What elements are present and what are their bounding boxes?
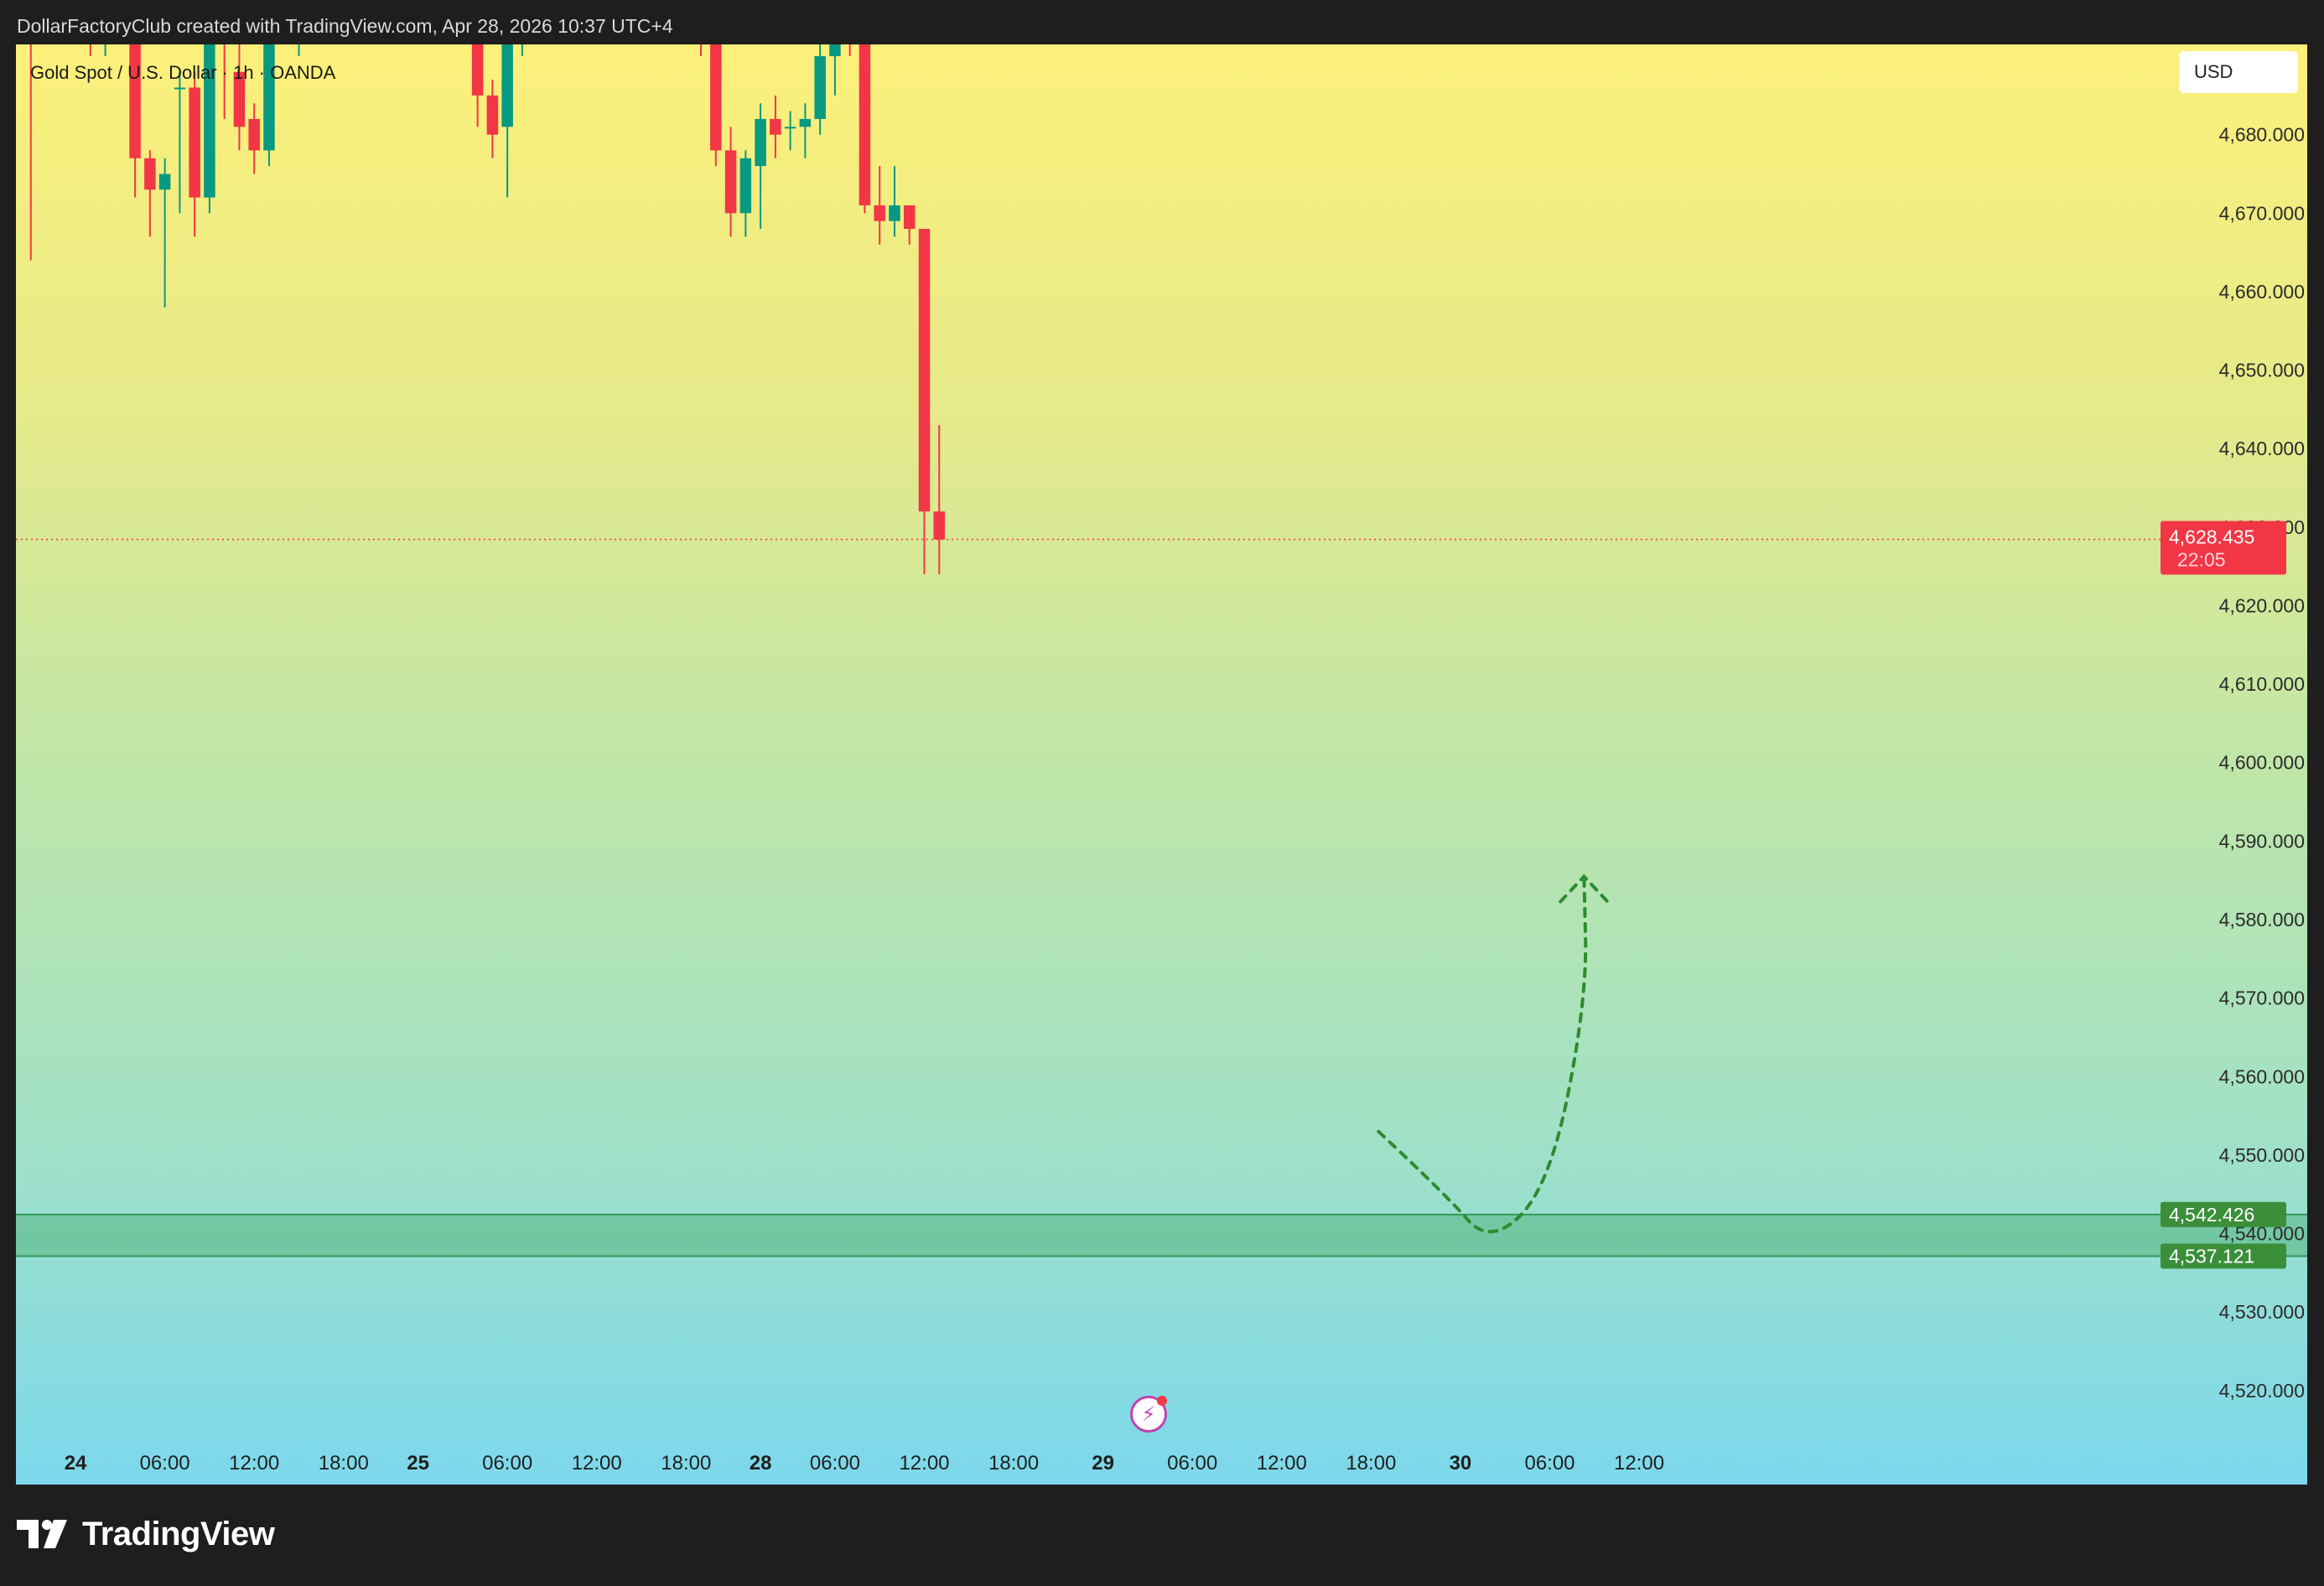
y-axis-tick-label: 4,590.000 [2219, 830, 2305, 852]
x-axis-tick-label: 18:00 [661, 1452, 711, 1475]
candlestick-chart[interactable]: 4,520.0004,530.0004,540.0004,550.0004,56… [16, 44, 2307, 1485]
y-axis-tick-label: 4,550.000 [2219, 1144, 2305, 1166]
projection-path[interactable] [1377, 874, 1588, 1234]
candle-up[interactable] [174, 87, 186, 90]
last-price-tag [2161, 521, 2286, 575]
x-axis-tick-label: 25 [407, 1452, 429, 1475]
candle-up[interactable] [755, 118, 766, 167]
bar-countdown-label: 22:05 [2177, 549, 2226, 571]
x-axis-tick-label: 30 [1450, 1452, 1472, 1475]
candle-down[interactable] [710, 44, 722, 151]
candle-up[interactable] [784, 127, 796, 129]
candle-up[interactable] [263, 44, 275, 151]
candle-down[interactable] [874, 205, 885, 221]
support-zone[interactable] [16, 1214, 2307, 1257]
y-axis-tick-label: 4,640.000 [2219, 438, 2305, 459]
symbol-label: Gold Spot / U.S. Dollar · 1h · OANDA [30, 62, 336, 83]
x-axis-tick-label: 06:00 [1524, 1452, 1574, 1475]
candle-up[interactable] [204, 44, 215, 198]
zone-top-price-label: 4,542.426 [2169, 1204, 2254, 1226]
zone-bottom-price-label: 4,537.121 [2169, 1246, 2254, 1267]
x-axis-tick-label: 06:00 [1167, 1452, 1217, 1475]
x-axis-tick-label: 06:00 [482, 1452, 532, 1475]
candle-down[interactable] [486, 95, 499, 135]
last-price-label: 4,628.435 [2169, 526, 2254, 548]
y-axis-tick-label: 4,680.000 [2219, 124, 2305, 146]
zone-bottom-price-tag [2161, 1243, 2286, 1269]
y-axis-tick-label: 4,580.000 [2219, 909, 2305, 930]
x-axis-tick-label: 12:00 [572, 1452, 622, 1475]
candle-down[interactable] [859, 44, 871, 205]
candle-up[interactable] [829, 44, 841, 57]
x-axis-tick-label: 18:00 [1346, 1452, 1396, 1475]
x-axis-tick-label: 12:00 [899, 1452, 949, 1475]
x-axis-tick-label: 12:00 [1257, 1452, 1307, 1475]
candle-down[interactable] [189, 87, 200, 198]
y-axis-tick-label: 4,520.000 [2219, 1380, 2305, 1402]
x-axis-tick-label: 18:00 [319, 1452, 369, 1475]
candle-down[interactable] [770, 118, 781, 135]
chart-panel[interactable]: 4,520.000 4,530.000 4,540.000 4,550.000 4,56… [16, 44, 2307, 1485]
tradingview-logo-icon [17, 1520, 67, 1548]
y-axis-tick-label: 4,530.000 [2219, 1301, 2305, 1323]
candle-down[interactable] [233, 71, 246, 127]
y-axis-tick-label: 4,600.000 [2219, 752, 2305, 774]
candle-up[interactable] [814, 56, 826, 119]
x-axis-tick-label: 28 [750, 1452, 772, 1475]
y-axis-tick-label: 4,620.000 [2219, 594, 2305, 616]
projection-arrowhead-icon [1559, 873, 1610, 904]
logo-text: TradingView [82, 1515, 275, 1552]
candle-down[interactable] [933, 511, 946, 540]
currency-selector[interactable]: USD [2179, 51, 2298, 93]
x-axis-tick-label: 29 [1092, 1452, 1114, 1475]
candle-up[interactable] [158, 174, 171, 190]
x-axis-tick-label: 06:00 [810, 1452, 860, 1475]
candle-up[interactable] [739, 158, 752, 214]
y-axis-tick-label: 4,610.000 [2219, 673, 2305, 695]
x-axis-tick-label: 24 [65, 1452, 87, 1475]
y-axis-tick-label: 4,660.000 [2219, 281, 2305, 303]
x-axis-tick-label: 12:00 [229, 1452, 279, 1475]
candle-down[interactable] [724, 150, 737, 214]
candle-down[interactable] [129, 44, 141, 158]
y-axis-tick-label: 4,650.000 [2219, 360, 2305, 381]
x-axis-tick-label: 06:00 [140, 1452, 190, 1475]
candle-down[interactable] [918, 229, 931, 512]
zone-top-price-tag [2161, 1201, 2286, 1227]
x-axis-tick-label: 18:00 [988, 1452, 1039, 1475]
candle-up[interactable] [799, 118, 812, 127]
y-axis-tick-label: 4,560.000 [2219, 1065, 2305, 1087]
tradingview-logo[interactable]: TradingView [17, 1515, 275, 1552]
candle-up[interactable] [501, 44, 513, 127]
chart-credit-text: DollarFactoryClub created with TradingVi… [17, 15, 673, 37]
x-axis-tick-label: 12:00 [1614, 1452, 1664, 1475]
candle-up[interactable] [889, 205, 900, 221]
y-axis-tick-label: 4,570.000 [2219, 987, 2305, 1009]
candle-down[interactable] [248, 118, 260, 151]
lightning-event-icon[interactable]: ⚡ [1130, 1396, 1167, 1433]
candle-down[interactable] [144, 158, 156, 190]
y-axis-tick-label: 4,670.000 [2219, 202, 2305, 224]
candle-down[interactable] [471, 44, 484, 96]
lightning-glyph-icon: ⚡ [1141, 1402, 1156, 1426]
candle-down[interactable] [903, 205, 916, 230]
notification-dot-icon [1157, 1396, 1167, 1406]
